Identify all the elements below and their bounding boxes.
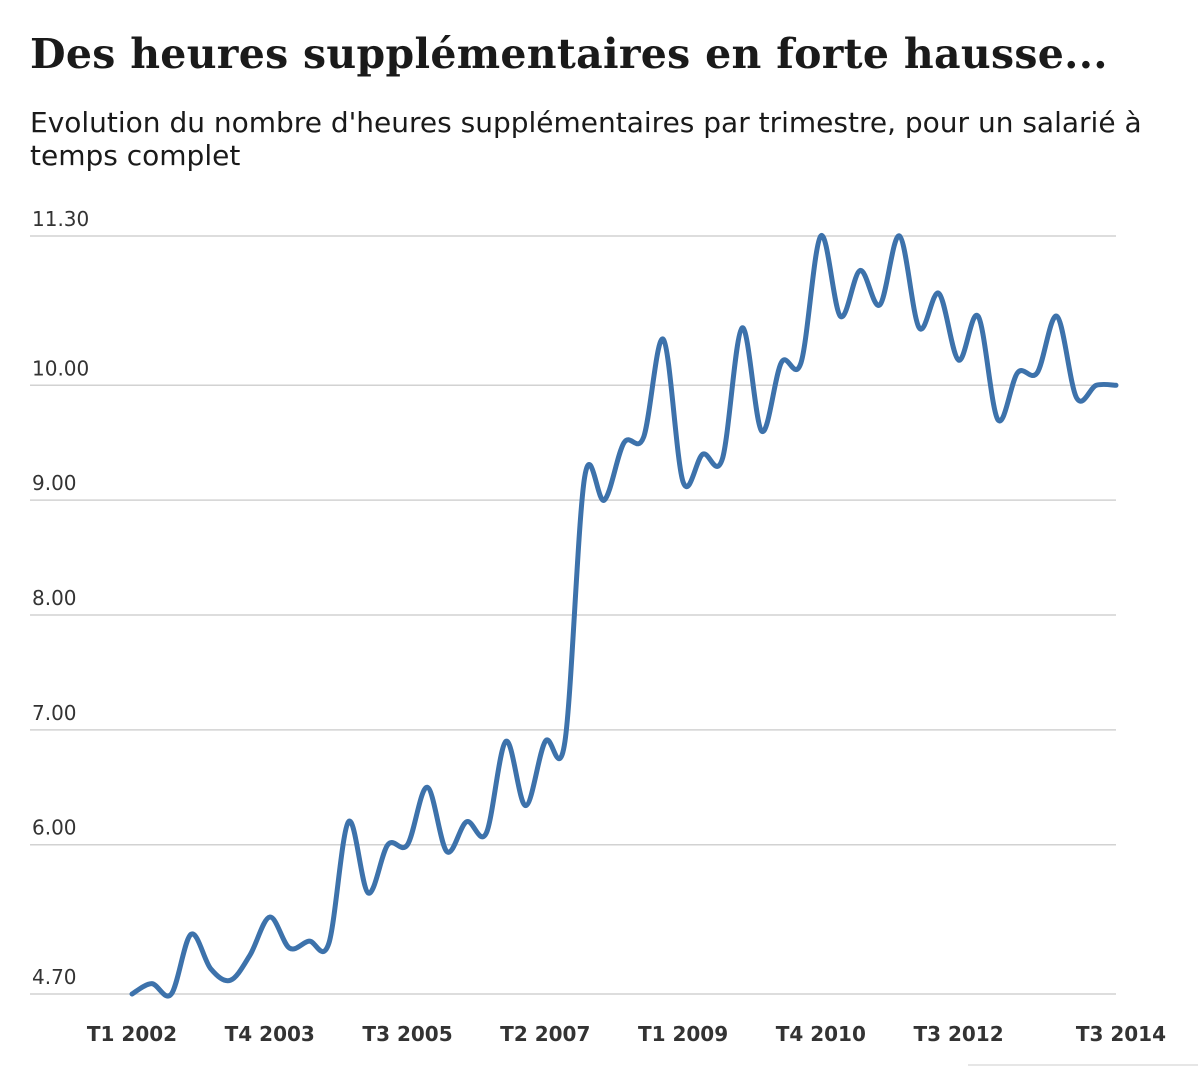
y-tick-label: 6.00 — [32, 816, 77, 840]
y-tick-label: 11.30 — [32, 207, 89, 231]
y-tick-label: 10.00 — [32, 356, 89, 380]
y-tick-label: 4.70 — [32, 965, 77, 989]
x-tick-label: T1 2009 — [638, 1022, 728, 1046]
x-tick-label: T2 2007 — [500, 1022, 590, 1046]
x-tick-label: T3 2005 — [362, 1022, 452, 1046]
footer-divider — [968, 1064, 1198, 1066]
x-tick-label: T3 2012 — [913, 1022, 1003, 1046]
x-tick-label: T4 2003 — [225, 1022, 315, 1046]
y-tick-label: 9.00 — [32, 471, 77, 495]
y-tick-label: 8.00 — [32, 586, 77, 610]
x-tick-label: T1 2002 — [87, 1022, 177, 1046]
chart-title: Des heures supplémentaires en forte haus… — [30, 30, 1108, 78]
chart-subtitle: Evolution du nombre d'heures supplémenta… — [30, 106, 1142, 172]
x-tick-label: T3 2014 — [1076, 1022, 1166, 1046]
series-line — [129, 233, 1119, 999]
x-axis-tick-labels: T1 2002 T4 2003 T3 2005 T2 2007 T1 2009 T4 20… — [87, 1022, 1166, 1046]
x-tick-label: T4 2010 — [776, 1022, 866, 1046]
y-tick-label: 7.00 — [32, 701, 77, 725]
y-axis-tick-labels: 4.70 6.00 7.00 8.00 9.00 10.00 11.30 — [32, 207, 89, 989]
